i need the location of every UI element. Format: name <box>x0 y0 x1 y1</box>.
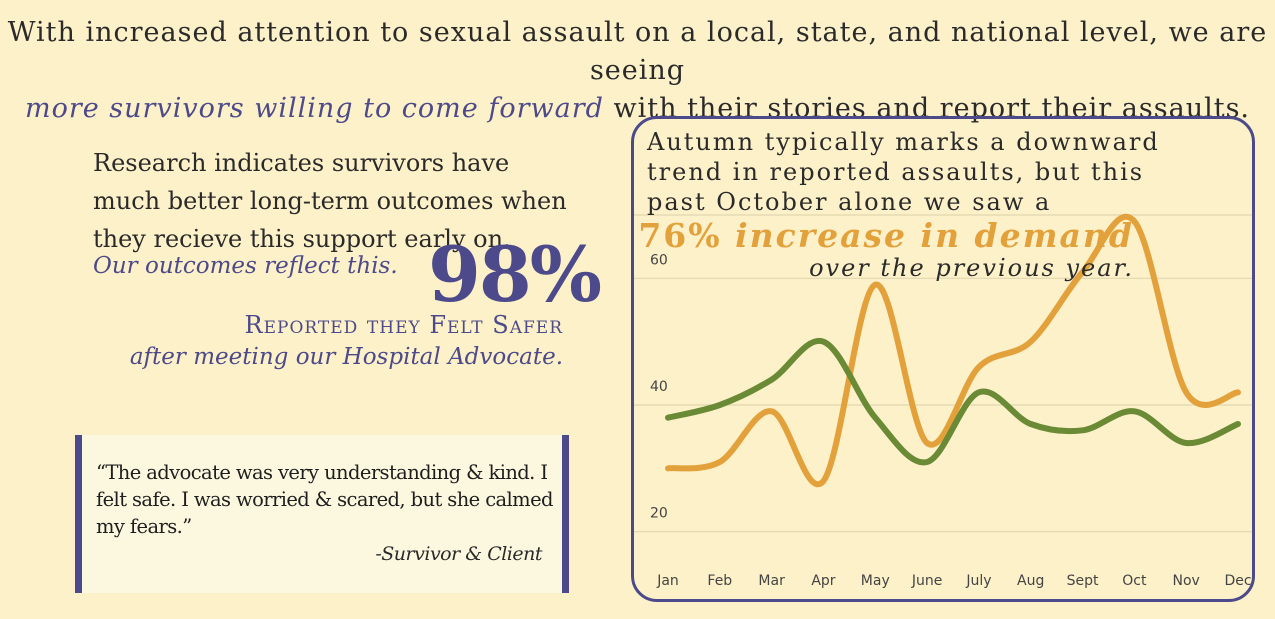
stat-sub: after meeting our Hospital Advocate. <box>129 344 563 370</box>
testimonial-author: -Survivor & Client <box>375 543 542 565</box>
intro-text: With increased attention to sexual assau… <box>0 14 1275 128</box>
y-tick-label: 40 <box>650 379 668 395</box>
y-tick-label: 60 <box>650 252 668 268</box>
series-line-1 <box>665 213 1241 488</box>
testimonial-box: “The advocate was very understanding & k… <box>75 435 569 593</box>
x-tick-label: Oct <box>1122 573 1147 589</box>
research-text: Research indicates survivors have much b… <box>93 149 567 253</box>
x-tick-label: Jan <box>656 573 679 589</box>
x-tick-label: Dec <box>1224 573 1251 589</box>
x-tick-label: Nov <box>1173 573 1200 589</box>
x-tick-label: May <box>861 573 890 589</box>
line-chart: 20 40 60 Jan Feb Mar Apr May June July Aug Sept Oct N… <box>634 213 1252 589</box>
intro-line-1: With increased attention to sexual assau… <box>7 17 1268 86</box>
chart-description: Autumn typically marks a downward trend … <box>647 127 1160 217</box>
y-tick-label: 20 <box>650 506 668 522</box>
x-tick-label: Apr <box>811 573 835 589</box>
research-italic: Our outcomes reflect this. <box>93 253 398 279</box>
increase-percent: 76% <box>638 216 722 255</box>
x-tick-label: Aug <box>1017 573 1044 589</box>
intro-line-2: more survivors willing to come forward w… <box>0 90 1275 128</box>
chart-description-line-3: past October alone we saw a <box>647 188 1052 216</box>
x-tick-label: June <box>911 573 943 589</box>
x-tick-label: July <box>965 573 991 589</box>
chart-description-line-1: Autumn typically marks a downward <box>647 128 1160 156</box>
increase-callout: 76% increase in demand <box>638 216 1134 255</box>
x-tick-label: Mar <box>758 573 785 589</box>
chart-description-line-2: trend in reported assaults, but this <box>647 158 1145 186</box>
intro-highlight: more survivors willing to come forward <box>24 93 604 124</box>
increase-label: increase in demand <box>735 216 1134 255</box>
increase-comparison: over the previous year. <box>809 254 1134 282</box>
chart-card: 20 40 60 Jan Feb Mar Apr May June July Aug Sept Oct N… <box>631 116 1255 602</box>
series-line-2 <box>665 337 1241 466</box>
stat-value: 98% <box>428 230 602 319</box>
x-tick-label: Sept <box>1067 573 1099 589</box>
stat-label: Reported they Felt Safer <box>244 311 563 339</box>
x-tick-label: Feb <box>707 573 732 589</box>
testimonial-text: “The advocate was very understanding & k… <box>96 461 554 538</box>
